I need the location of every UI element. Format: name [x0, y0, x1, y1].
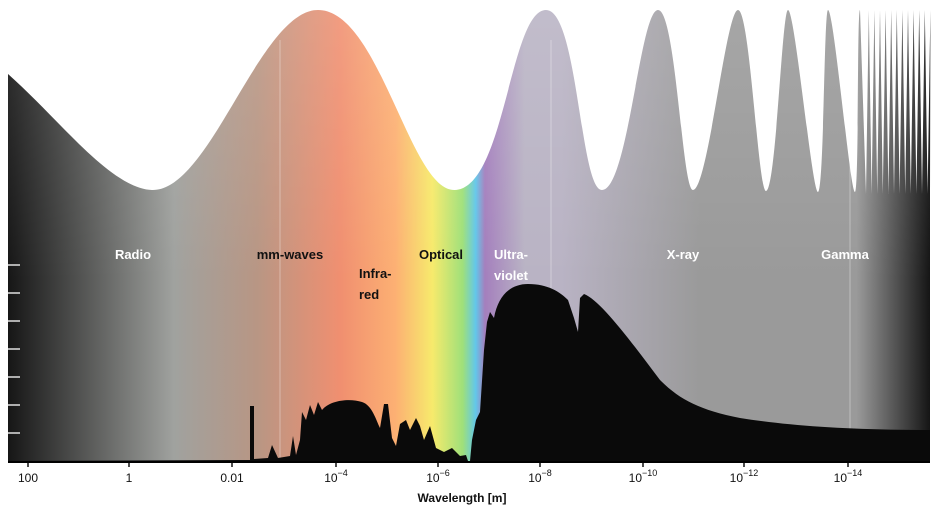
wavelength-axis: 100 1 0.01 10−4 10−6 10−8 10−10 10−12 10−14 — [8, 461, 930, 485]
band-label-radio: Radio — [115, 247, 151, 262]
band-label-mm-waves: mm-waves — [257, 247, 323, 262]
tick-label: 1 — [126, 471, 133, 485]
tick-label: 10−14 — [834, 468, 863, 485]
band-label-infrared: Infra-red — [359, 266, 392, 302]
tick-label: 100 — [18, 471, 38, 485]
tick-label: 10−4 — [324, 468, 348, 485]
tick-label: 10−6 — [426, 468, 450, 485]
band-label-optical: Optical — [419, 247, 463, 262]
atmospheric-opacity-silhouette — [8, 284, 930, 462]
tick-label: 10−10 — [629, 468, 658, 485]
tick-label: 10−8 — [528, 468, 552, 485]
band-label-x-ray: X-ray — [667, 247, 700, 262]
band-label-ultraviolet: Ultra-violet — [494, 247, 529, 283]
left-axis-ticks — [8, 264, 20, 434]
band-label-gamma: Gamma — [821, 247, 869, 262]
spectrum-band-shading — [8, 10, 931, 462]
tick-label: 10−12 — [730, 468, 759, 485]
tick-label: 0.01 — [220, 471, 244, 485]
band-labels: Radio mm-waves Infra-red Optical Ultra-viole… — [115, 247, 870, 302]
axis-title: Wavelength [m] — [418, 491, 507, 505]
